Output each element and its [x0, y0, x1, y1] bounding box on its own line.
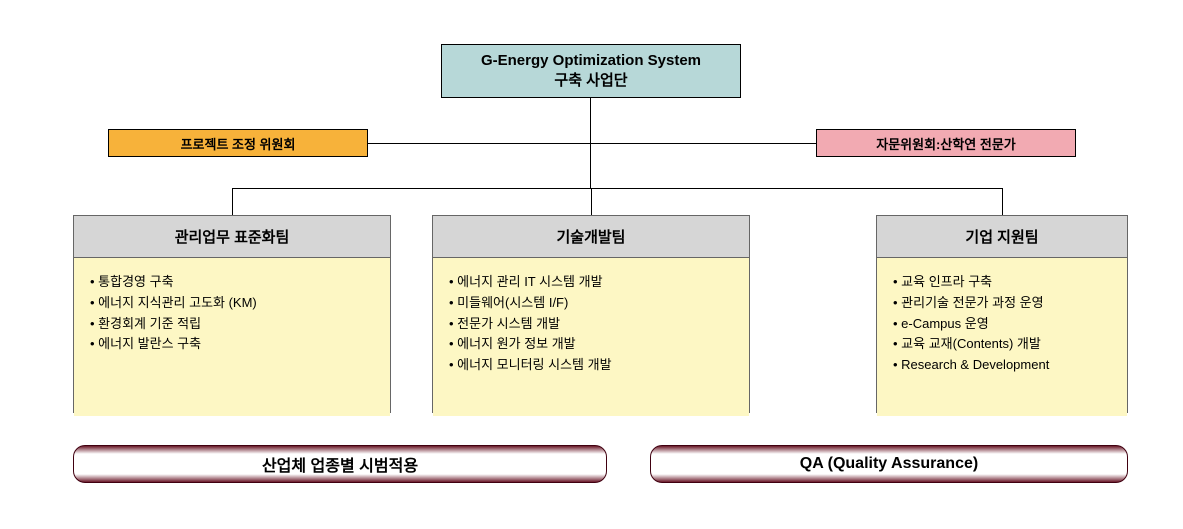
team-item: 전문가 시스템 개발 — [449, 314, 733, 335]
team-header: 관리업무 표준화팀 — [74, 216, 390, 258]
team-item: 에너지 관리 IT 시스템 개발 — [449, 272, 733, 293]
team-item: Research & Development — [893, 355, 1111, 376]
connector-team2-drop — [591, 188, 592, 215]
team-box-tech-dev: 기술개발팀 에너지 관리 IT 시스템 개발 미들웨어(시스템 I/F) 전문가… — [432, 215, 750, 413]
team-body: 통합경영 구축 에너지 지식관리 고도화 (KM) 환경회계 기준 적립 에너지… — [74, 258, 390, 416]
bottom-bar-qa: QA (Quality Assurance) — [650, 445, 1128, 483]
bottom-bar-industry-pilot: 산업체 업종별 시범적용 — [73, 445, 607, 483]
team-header: 기업 지원팀 — [877, 216, 1127, 258]
team-item: 에너지 모니터링 시스템 개발 — [449, 355, 733, 376]
team-item: 관리기술 전문가 과정 운영 — [893, 293, 1111, 314]
team-body: 교육 인프라 구축 관리기술 전문가 과정 운영 e-Campus 운영 교육 … — [877, 258, 1127, 416]
side-right-label: 자문위원회:산학연 전문가 — [876, 134, 1016, 153]
team-item: 통합경영 구축 — [90, 272, 374, 293]
team-item: e-Campus 운영 — [893, 314, 1111, 335]
team-box-standardization: 관리업무 표준화팀 통합경영 구축 에너지 지식관리 고도화 (KM) 환경회계… — [73, 215, 391, 413]
team-box-enterprise-support: 기업 지원팀 교육 인프라 구축 관리기술 전문가 과정 운영 e-Campus… — [876, 215, 1128, 413]
team-item: 환경회계 기준 적립 — [90, 314, 374, 335]
team-item: 에너지 발란스 구축 — [90, 334, 374, 355]
team-item: 교육 교재(Contents) 개발 — [893, 334, 1111, 355]
root-node: G-Energy Optimization System 구축 사업단 — [441, 44, 741, 98]
connector-side-horizontal — [368, 143, 816, 144]
root-title-line1: G-Energy Optimization System — [481, 52, 701, 69]
team-item: 미들웨어(시스템 I/F) — [449, 293, 733, 314]
side-left-box: 프로젝트 조정 위원회 — [108, 129, 368, 157]
bottom-bar-label: 산업체 업종별 시범적용 — [262, 452, 418, 476]
team-item: 에너지 지식관리 고도화 (KM) — [90, 293, 374, 314]
side-left-label: 프로젝트 조정 위원회 — [181, 134, 296, 153]
team-item: 교육 인프라 구축 — [893, 272, 1111, 293]
team-item: 에너지 원가 정보 개발 — [449, 334, 733, 355]
team-header: 기술개발팀 — [433, 216, 749, 258]
connector-team3-drop — [1002, 188, 1003, 215]
bottom-bar-label: QA (Quality Assurance) — [800, 455, 978, 473]
team-body: 에너지 관리 IT 시스템 개발 미들웨어(시스템 I/F) 전문가 시스템 개… — [433, 258, 749, 416]
root-title-line2: 구축 사업단 — [554, 69, 627, 90]
connector-team1-drop — [232, 188, 233, 215]
side-right-box: 자문위원회:산학연 전문가 — [816, 129, 1076, 157]
connector-teams-horizontal — [232, 188, 1002, 189]
